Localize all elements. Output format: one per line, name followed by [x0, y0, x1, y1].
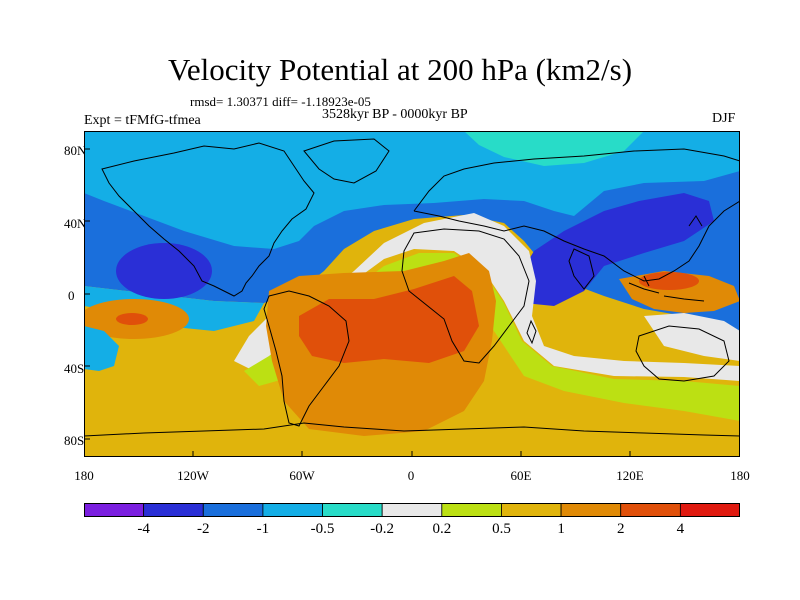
x-tick-0: 0 — [407, 468, 415, 483]
x-tick-60w: 60W — [289, 468, 315, 483]
colorbar-frame — [84, 503, 740, 517]
y-tick-80s: 80S — [64, 433, 85, 448]
colorbar-box-6 — [441, 503, 502, 517]
velocity-potential-map — [84, 131, 740, 457]
coast-india — [568, 248, 595, 290]
y-tick-0: 0 — [68, 288, 75, 303]
experiment-label: Expt = tFMfG-tfmea — [84, 113, 201, 128]
colorbar-label-3: -0.5 — [310, 521, 335, 537]
colorbar-box-1 — [143, 503, 204, 517]
colorbar-label-6: 0.5 — [492, 521, 511, 537]
colorbar-label-2: -1 — [256, 521, 270, 537]
colorbar-boxes — [84, 503, 740, 517]
season-label: DJF — [712, 111, 736, 126]
coast-africa — [401, 228, 530, 364]
coast-south-america — [263, 290, 350, 427]
coast-antarctica — [84, 422, 740, 437]
colorbar-box-4 — [322, 503, 383, 517]
coast-australia — [635, 325, 730, 382]
colorbar-box-7 — [501, 503, 562, 517]
coast-madagascar — [526, 319, 537, 345]
coast-north-america — [101, 142, 315, 297]
y-tick-80n: 80N — [64, 143, 87, 158]
colorbar-box-2 — [202, 503, 264, 517]
colorbar-box-0 — [84, 503, 145, 517]
stats-label: rmsd= 1.30371 diff= -1.18923e-05 — [190, 94, 371, 109]
plot-title: Velocity Potential at 200 hPa (km2/s) — [167, 52, 633, 87]
colorbar-label-9: 4 — [676, 521, 685, 537]
colorbar-box-8 — [560, 503, 622, 517]
coastlines — [84, 138, 740, 437]
colorbar-box-10 — [679, 503, 740, 517]
axis-ticks — [84, 148, 740, 457]
contour-wpac-pos4 — [639, 272, 699, 290]
colorbar-label-0: -4 — [137, 521, 150, 537]
colorbar-box-3 — [262, 503, 323, 517]
colorbar-label-7: 1 — [557, 521, 565, 537]
period-label: 3528kyr BP - 0000kyr BP — [322, 107, 468, 122]
colorbar-box-9 — [620, 503, 681, 517]
contour-asia-neg2 — [516, 193, 714, 306]
y-tick-40n: 40N — [64, 216, 87, 231]
x-tick-180w: 180 — [74, 468, 94, 483]
contour-polar-teal — [464, 131, 644, 166]
x-tick-120e: 120E — [616, 468, 644, 483]
contour-se-pacific — [84, 326, 119, 371]
colorbar-label-5: 0.2 — [432, 521, 452, 537]
coast-eurasia — [413, 148, 740, 282]
y-tick-40s: 40S — [64, 361, 85, 376]
coast-japan — [688, 215, 703, 227]
x-tick-180e: 180 — [730, 468, 750, 483]
coast-se-asia — [628, 275, 705, 302]
contour-pos4-core — [299, 276, 479, 363]
x-tick-120w: 120W — [177, 468, 209, 483]
contour-epac-pos4 — [116, 313, 148, 325]
colorbar-label-8: 2 — [616, 521, 625, 537]
colorbar-box-5 — [381, 503, 443, 517]
colorbar-label-1: -2 — [197, 521, 210, 537]
contour-atlantic-neg2 — [116, 243, 212, 299]
contour-australia — [644, 313, 740, 361]
x-tick-60e: 60E — [510, 468, 532, 483]
colorbar-label-4: -0.2 — [370, 521, 395, 537]
colorbar — [84, 503, 740, 517]
coast-greenland — [303, 138, 390, 184]
